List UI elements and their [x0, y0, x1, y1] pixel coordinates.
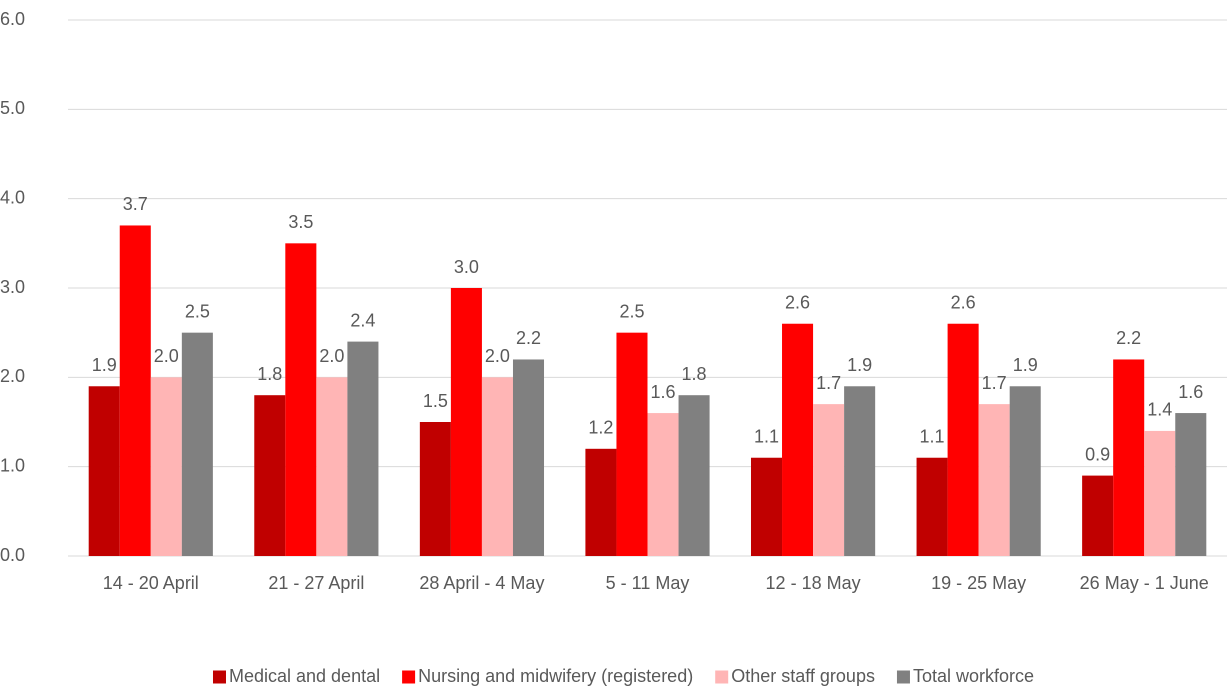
bar — [119, 225, 151, 556]
data-label: 1.6 — [651, 382, 676, 402]
bar — [481, 377, 513, 556]
data-label: 1.9 — [92, 355, 117, 375]
bar — [450, 288, 482, 556]
data-label: 2.5 — [619, 301, 644, 321]
x-tick-label: 5 - 11 May — [606, 573, 690, 593]
data-label: 3.5 — [288, 212, 313, 232]
x-tick-label: 26 May - 1 June — [1080, 573, 1209, 593]
data-label: 1.9 — [847, 355, 872, 375]
x-tick-label: 19 - 25 May — [931, 573, 1026, 593]
data-label: 1.9 — [1013, 355, 1038, 375]
bar — [916, 457, 948, 556]
legend-swatch — [715, 670, 729, 684]
bar — [947, 323, 979, 556]
y-tick-label: 5.0 — [0, 98, 25, 118]
bar — [1082, 475, 1114, 556]
bar — [1144, 430, 1176, 556]
data-label: 2.0 — [485, 346, 510, 366]
data-label: 1.1 — [754, 426, 779, 446]
data-label: 1.5 — [423, 391, 448, 411]
data-label: 1.4 — [1147, 400, 1172, 420]
bar — [316, 377, 348, 556]
data-label: 3.0 — [454, 257, 479, 277]
data-label: 2.5 — [185, 301, 210, 321]
bar — [678, 395, 710, 556]
bar — [647, 413, 679, 556]
data-label: 2.4 — [350, 310, 375, 330]
bar — [150, 377, 182, 556]
bar — [88, 386, 120, 556]
y-tick-label: 1.0 — [0, 455, 25, 475]
legend: Medical and dental Nursing and midwifery … — [212, 666, 1034, 686]
bar — [813, 404, 845, 556]
y-tick-label: 0.0 — [0, 545, 25, 565]
data-label: 1.6 — [1178, 382, 1203, 402]
legend-label: Total workforce — [913, 666, 1034, 686]
legend-label: Medical and dental — [229, 666, 380, 686]
data-label: 0.9 — [1085, 444, 1110, 464]
data-label: 1.8 — [257, 364, 282, 384]
bar — [585, 448, 617, 556]
data-label: 3.7 — [123, 194, 148, 214]
bar — [1175, 413, 1207, 556]
data-label: 1.7 — [816, 373, 841, 393]
y-tick-label: 3.0 — [0, 277, 25, 297]
bar — [844, 386, 876, 556]
data-label: 2.0 — [154, 346, 179, 366]
bar — [1009, 386, 1041, 556]
legend-swatch — [212, 670, 226, 684]
bar — [512, 359, 545, 556]
data-label: 2.2 — [516, 328, 541, 348]
x-tick-label: 21 - 27 April — [268, 573, 364, 593]
x-tick-label: 28 April - 4 May — [419, 573, 544, 593]
bar — [1113, 359, 1145, 556]
bar — [978, 404, 1010, 556]
y-tick-label: 6.0 — [0, 9, 25, 29]
data-label: 2.2 — [1116, 328, 1141, 348]
bar — [616, 332, 648, 556]
bar — [285, 243, 317, 557]
x-tick-label: 14 - 20 April — [103, 573, 199, 593]
data-label: 2.6 — [785, 292, 810, 312]
bar — [181, 332, 213, 556]
bar — [347, 341, 379, 556]
y-tick-label: 4.0 — [0, 187, 25, 207]
legend-swatch — [896, 670, 910, 684]
data-label: 2.6 — [951, 292, 976, 312]
data-label: 1.2 — [588, 418, 613, 438]
legend-label: Other staff groups — [731, 666, 875, 686]
bar — [750, 457, 783, 556]
bar — [254, 395, 286, 556]
data-label: 1.8 — [682, 364, 707, 384]
x-tick-label: 12 - 18 May — [766, 573, 861, 593]
data-label: 1.1 — [920, 426, 945, 446]
bar — [419, 422, 451, 556]
bar — [782, 323, 814, 556]
data-label: 1.7 — [982, 373, 1007, 393]
legend-swatch — [402, 670, 416, 684]
data-label: 2.0 — [319, 346, 344, 366]
legend-label: Nursing and midwifery (registered) — [418, 666, 693, 686]
y-tick-label: 2.0 — [0, 366, 25, 386]
